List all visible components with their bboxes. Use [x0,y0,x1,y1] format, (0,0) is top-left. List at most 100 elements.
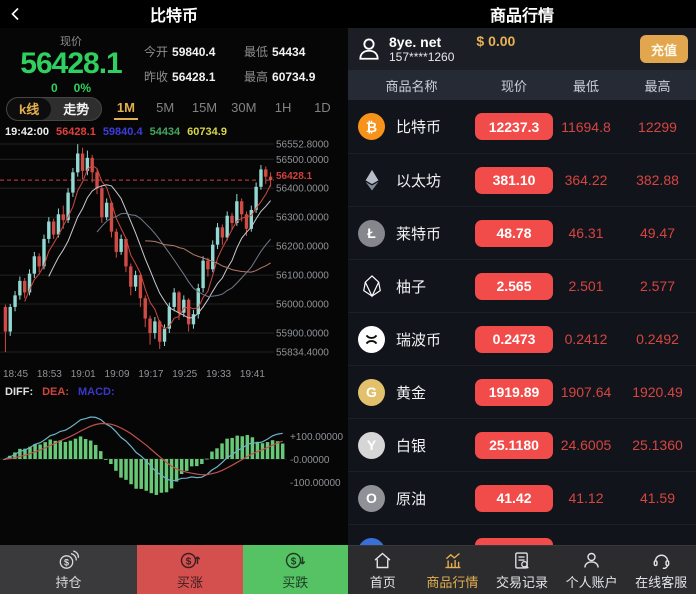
market-row-partial[interactable] [348,524,696,545]
ohlc-info-value: 54434 [149,126,181,138]
market-table-header: 商品名称 现价 最低 最高 [348,70,696,100]
ohlc-info-value: 59840.4 [102,126,143,138]
high-value: 1920.49 [632,384,683,400]
oil-icon: O [358,484,385,512]
low-value: 0.2412 [564,331,608,347]
timeframe-1M[interactable]: 1M [106,95,145,123]
time-tick: 19:17 [138,369,164,380]
nav-item-home[interactable]: 首页 [348,546,418,594]
timeframe-1H[interactable]: 1H [263,95,302,123]
eos-icon [358,273,385,300]
nav-item-records[interactable]: 交易记录 [487,546,557,594]
high-value: 25.1360 [632,437,683,453]
nav-item-account[interactable]: 个人账户 [557,546,627,594]
timeframe-bar: 1M 5M 15M 30M 1H 1D [106,95,342,123]
market-icon [442,550,463,571]
svg-text:$: $ [291,556,297,567]
nav-label: 交易记录 [495,574,548,590]
recharge-button[interactable]: 充值 [640,35,688,63]
stat-value: 54434 [272,45,306,59]
left-titlebar: 比特币 [0,0,348,28]
svg-text:56552.8000: 56552.8000 [276,140,329,151]
timeframe-label: 1M [113,100,138,120]
btc-icon: ₿ [358,113,385,140]
market-row-莱特币[interactable]: Ł 莱特币 48.78 46.31 49.47 [348,206,696,259]
price-pill-button[interactable]: 12237.3 [475,113,553,140]
coin-cell: 瑞波币 [348,325,475,353]
price-pill-button[interactable]: 48.78 [475,219,553,247]
timeframe-1D[interactable]: 1D [303,95,342,123]
market-row-瑞波币[interactable]: 瑞波币 0.2473 0.2412 0.2492 [348,312,696,365]
price-pill-button[interactable]: 41.42 [475,484,553,512]
price-cell: 1919.89 [475,378,553,406]
macd-legend: DIFF: DEA: MACD: [0,383,348,401]
view-tab-走势[interactable]: 走势 [63,102,90,117]
high-value: 41.59 [639,490,676,506]
user-summary-bar: 8ye. net 157****1260 $ 0.00 充值 [348,28,696,70]
nav-item-market[interactable]: 商品行情 [418,546,488,594]
market-row-原油[interactable]: O 原油 41.42 41.12 41.59 [348,471,696,524]
time-tick: 18:45 [3,369,29,380]
market-row-黄金[interactable]: G 黄金 1919.89 1907.64 1920.49 [348,365,696,418]
stat-pair: 最低 54434 [244,43,342,60]
time-tick: 19:01 [70,369,96,380]
macd-chart[interactable]: +100.00000 -0.00000 -100.00000 [0,401,348,533]
low-value: 11694.8 [561,118,611,135]
price-pill-button[interactable]: 1919.89 [475,378,553,406]
coin-name: 瑞波币 [396,331,442,349]
stat-value: 59840.4 [172,45,216,59]
view-mode-switch: k线 走势 [6,97,103,121]
price-change-abs: 0 [50,80,58,95]
action-label: 持仓 [55,574,82,590]
price-pill-button[interactable]: 25.1180 [475,431,553,459]
svg-text:55900.0000: 55900.0000 [276,329,329,340]
coin-name: 柚子 [396,278,427,296]
balance-value: $ 0.00 [476,33,516,49]
action-position-coins[interactable]: $ 持仓 [0,545,138,594]
price-pill-button[interactable] [475,537,553,545]
service-icon [651,550,672,571]
low-value: 1907.64 [560,384,612,400]
action-buy-up[interactable]: $ 买涨 [137,545,243,594]
price-pill-button[interactable]: 0.2473 [475,325,553,353]
low-value: 2.501 [568,278,604,294]
price-stats: 现价 56428.1 0 0% 今开 59840.4 最低 54434 昨收 56428.… [0,28,348,95]
time-axis: 18:45 18:53 19:01 19:09 19:17 19:25 19:33 19:41 [0,369,268,383]
coin-cell: ₿ 比特币 [348,113,475,140]
timeframe-15M[interactable]: 15M [185,95,224,123]
price-pill-button[interactable]: 381.10 [475,166,553,194]
user-avatar-icon [356,35,382,63]
coin-name: 比特币 [396,119,442,136]
timeframe-5M[interactable]: 5M [146,95,185,123]
market-row-柚子[interactable]: 柚子 2.565 2.501 2.577 [348,259,696,312]
svg-text:56100.0000: 56100.0000 [276,271,329,282]
timeframe-label: 30M [231,100,257,115]
chart-tab-bar: k线 走势 1M 5M 15M 30M 1H 1D [0,94,348,124]
stat-label: 昨收 [144,70,169,84]
time-tick: 19:09 [104,369,130,380]
market-page-title: 商品行情 [489,8,554,25]
market-row-白银[interactable]: Y 白银 25.1180 24.6005 25.1360 [348,418,696,471]
column-header: 最高 [644,78,671,94]
back-icon[interactable] [9,6,25,22]
candlestick-chart[interactable]: 56552.8000 56500.0000 56400.0000 56300.0000… [0,140,348,364]
svg-text:56200.0000: 56200.0000 [276,242,329,253]
market-row-比特币[interactable]: ₿ 比特币 12237.3 11694.8 12299 [348,100,696,153]
timeframe-label: 5M [156,100,175,115]
user-identity: 8ye. net 157****1260 [389,34,454,64]
xrp-icon [358,325,385,353]
action-buy-down[interactable]: $ 买跌 [242,545,348,594]
stat-value: 60734.9 [272,70,316,84]
ohlc-info-value: 19:42:00 [5,126,50,138]
price-pill-button[interactable]: 2.565 [475,272,553,300]
nav-item-service[interactable]: 在线客服 [626,546,696,594]
view-tab-k线[interactable]: k线 [7,98,52,120]
column-header: 现价 [500,78,527,94]
nav-label: 在线客服 [635,574,688,590]
price-cell: 12237.3 [475,113,553,140]
market-row-以太坊[interactable]: 以太坊 381.10 364.22 382.88 [348,153,696,206]
gold-icon: G [358,378,385,406]
high-value: 2.577 [639,278,676,294]
coin-name: 黄金 [396,384,427,402]
timeframe-30M[interactable]: 30M [224,95,263,123]
